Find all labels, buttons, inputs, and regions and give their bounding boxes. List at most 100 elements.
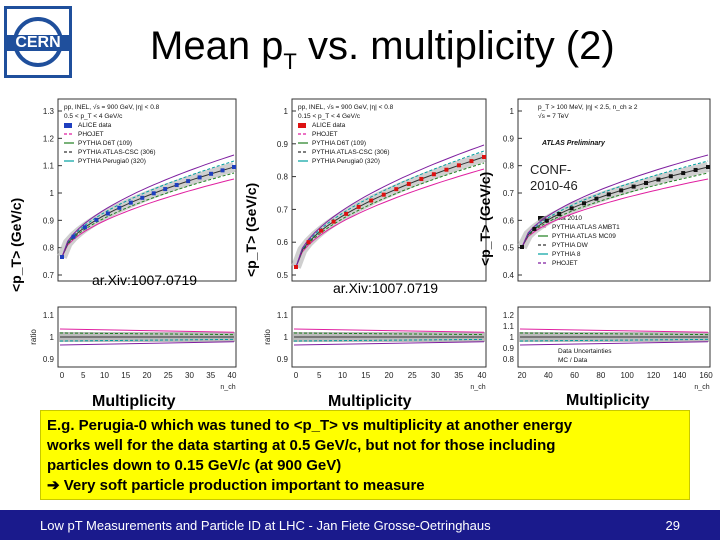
data-point bbox=[656, 177, 661, 182]
data-point bbox=[569, 206, 574, 211]
x-tick-label: 60 bbox=[570, 371, 579, 380]
logo-text: CERN bbox=[7, 35, 69, 51]
data-point bbox=[151, 191, 156, 196]
y-tick-label: 0.7 bbox=[43, 271, 55, 280]
ratio-tick-label: 1 bbox=[510, 333, 515, 342]
data-point bbox=[128, 200, 133, 205]
x-tick-label: 5 bbox=[317, 371, 322, 380]
panel-1-arxiv-note: ar.Xiv:1007.0719 bbox=[92, 272, 198, 288]
x-tick-label: 40 bbox=[228, 371, 237, 380]
legend-marker bbox=[298, 123, 306, 128]
data-point bbox=[381, 192, 386, 197]
y-tick-label: 0.9 bbox=[43, 216, 55, 225]
data-point bbox=[117, 205, 122, 210]
x-tick-label: 140 bbox=[673, 371, 687, 380]
summary-line-3: particles down to 0.15 GeV/c (at 900 GeV… bbox=[47, 457, 342, 474]
cern-logo: CERN bbox=[4, 6, 72, 78]
data-point bbox=[668, 174, 673, 179]
x-tick-label: 10 bbox=[338, 371, 347, 380]
legend-header-line: 0.5 < p_T < 4 GeV/c bbox=[64, 113, 123, 120]
y-tick-label: 0.8 bbox=[277, 173, 289, 182]
y-tick-label: 0.5 bbox=[277, 271, 289, 280]
x-tick-label: 15 bbox=[121, 371, 130, 380]
ratio-tick-label: 1 bbox=[50, 333, 55, 342]
legend-entry: PYTHIA Perugia0 (320) bbox=[312, 158, 380, 165]
y-tick-label: 0.7 bbox=[503, 189, 515, 198]
data-point bbox=[319, 228, 324, 233]
data-point bbox=[174, 182, 179, 187]
data-point bbox=[94, 217, 99, 222]
ratio-tick-label: 1.2 bbox=[503, 311, 515, 320]
data-point bbox=[456, 163, 461, 168]
ratio-tick-label: 1.1 bbox=[43, 311, 55, 320]
ratio-legend-entry: Data Uncertainties bbox=[558, 348, 612, 355]
ratio-curve bbox=[293, 338, 485, 342]
data-point bbox=[482, 155, 486, 159]
data-point bbox=[544, 218, 549, 223]
data-point bbox=[344, 211, 349, 216]
y-tick-label: 0.6 bbox=[277, 238, 289, 247]
ratio-curve bbox=[59, 332, 235, 336]
data-point bbox=[186, 179, 191, 184]
legend-header-line: 0.15 < p_T < 4 GeV/c bbox=[298, 113, 361, 120]
page-title: Mean pT vs. multiplicity (2) bbox=[150, 24, 615, 75]
panel-2-arxiv-note: ar.Xiv:1007.0719 bbox=[333, 280, 439, 296]
legend-entry: PYTHIA DW bbox=[552, 242, 589, 249]
y-tick-label: 1 bbox=[284, 107, 289, 116]
legend-marker bbox=[64, 123, 72, 128]
footer-text: Low pT Measurements and Particle ID at L… bbox=[40, 518, 491, 533]
data-point bbox=[520, 245, 524, 249]
x-axis-label: n_ch bbox=[220, 384, 235, 391]
x-tick-label: 10 bbox=[100, 371, 109, 380]
data-point bbox=[220, 168, 225, 173]
mc-curve bbox=[295, 168, 485, 268]
data-point bbox=[619, 188, 624, 193]
mc-curve bbox=[295, 150, 485, 268]
atlas-preliminary-label: ATLAS Preliminary bbox=[541, 140, 606, 147]
mc-curve bbox=[521, 160, 709, 248]
ratio-axis-label: ratio bbox=[30, 329, 38, 345]
data-point bbox=[444, 167, 449, 172]
panel-1-ylabel: <p_T> (GeV/c) bbox=[8, 197, 24, 292]
x-tick-label: 40 bbox=[544, 371, 553, 380]
data-point bbox=[331, 219, 336, 224]
mc-curve bbox=[295, 144, 485, 268]
ratio-tick-label: 0.9 bbox=[277, 355, 289, 364]
x-tick-label: 40 bbox=[478, 371, 487, 380]
mc-curve bbox=[61, 160, 235, 258]
data-point bbox=[140, 195, 145, 200]
y-tick-label: 1.1 bbox=[43, 162, 55, 171]
mc-curve bbox=[61, 178, 235, 258]
y-tick-label: 1 bbox=[510, 107, 515, 116]
data-point bbox=[71, 234, 76, 239]
x-tick-label: 0 bbox=[294, 371, 299, 380]
x-tick-label: 25 bbox=[408, 371, 417, 380]
legend-entry: ALICE data bbox=[78, 122, 112, 129]
data-point bbox=[594, 196, 599, 201]
data-point bbox=[197, 175, 202, 180]
legend-entry: ALICE data bbox=[312, 122, 346, 129]
x-tick-label: 160 bbox=[699, 371, 713, 380]
mc-curve bbox=[295, 162, 485, 268]
data-point bbox=[163, 187, 168, 192]
x-tick-label: 25 bbox=[164, 371, 173, 380]
x-tick-label: 0 bbox=[60, 371, 65, 380]
ratio-axis-label: ratio bbox=[263, 329, 272, 345]
x-tick-label: 35 bbox=[206, 371, 215, 380]
ratio-curve bbox=[59, 341, 235, 346]
legend-header-line: p_T > 100 MeV, |η| < 2.5, n_ch ≥ 2 bbox=[538, 104, 638, 111]
data-point bbox=[693, 167, 698, 172]
data-point bbox=[105, 211, 110, 216]
legend-header-line: pp, INEL, √s = 900 GeV, |η| < 0.8 bbox=[64, 103, 160, 111]
summary-line-1: E.g. Perugia-0 which was tuned to <p_T> … bbox=[47, 417, 573, 434]
legend-entry: PHOJET bbox=[78, 131, 104, 138]
ratio-curve bbox=[59, 328, 235, 333]
x-tick-label: 5 bbox=[81, 371, 86, 380]
y-tick-label: 0.5 bbox=[503, 244, 515, 253]
data-point bbox=[356, 204, 361, 209]
panel-2-ylabel: <p_T> (GeV/c) bbox=[243, 182, 259, 277]
panel-1-xlabel: Multiplicity bbox=[92, 393, 176, 410]
data-point bbox=[469, 159, 474, 164]
x-tick-label: 35 bbox=[454, 371, 463, 380]
x-tick-label: 20 bbox=[518, 371, 527, 380]
